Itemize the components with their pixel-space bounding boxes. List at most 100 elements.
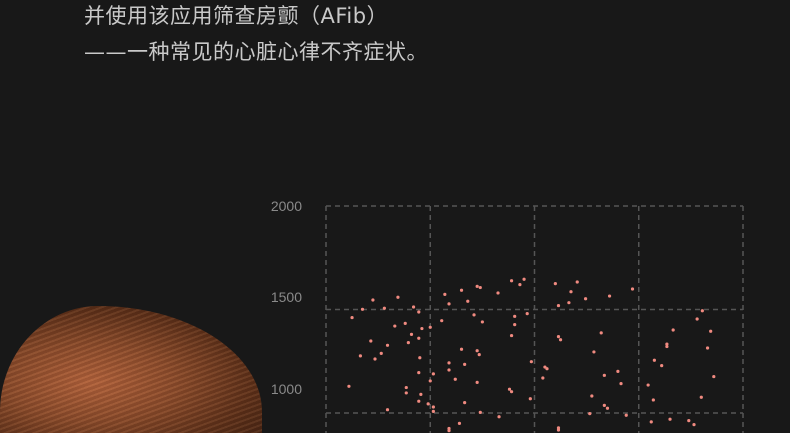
data-point [705, 346, 710, 350]
data-point [497, 415, 501, 419]
data-point [379, 351, 383, 355]
data-point [417, 336, 421, 340]
data-point [700, 309, 704, 313]
data-point [447, 428, 451, 433]
data-point [466, 299, 470, 303]
data-point [651, 398, 655, 402]
y-tick-label: 1000 [270, 381, 302, 397]
data-point [583, 297, 588, 301]
data-point [616, 369, 620, 373]
y-tick-label: 1500 [270, 289, 302, 305]
data-point [525, 312, 529, 316]
data-point [668, 417, 672, 421]
data-point [528, 397, 532, 401]
data-point [687, 419, 691, 423]
data-point [518, 283, 522, 287]
data-point [599, 331, 603, 335]
data-point [602, 403, 606, 407]
data-point [556, 428, 561, 432]
data-point [695, 317, 699, 321]
data-point [417, 399, 421, 403]
data-point [513, 323, 517, 327]
data-point [371, 298, 375, 302]
data-point [360, 307, 365, 311]
data-point [409, 332, 414, 336]
data-point [607, 294, 612, 298]
data-point [426, 402, 430, 406]
data-point [567, 301, 571, 305]
data-point [431, 405, 435, 409]
data-point [513, 314, 517, 318]
data-point [496, 291, 500, 295]
data-point [509, 333, 514, 338]
data-point [529, 360, 533, 364]
data-point [478, 285, 482, 290]
data-point [545, 367, 549, 371]
data-point [605, 406, 610, 410]
data-point [447, 368, 451, 372]
data-point [459, 288, 464, 292]
data-point [440, 319, 444, 323]
data-point [463, 362, 467, 366]
data-point [575, 280, 579, 284]
data-point [385, 343, 390, 347]
data-point [428, 325, 432, 329]
data-point [660, 363, 664, 368]
y-tick-label: 2000 [270, 198, 302, 214]
data-point [472, 313, 476, 317]
data-point [692, 422, 696, 427]
data-point [453, 377, 457, 381]
data-point [428, 379, 432, 383]
data-point [475, 349, 479, 353]
data-point [592, 350, 596, 354]
data-point [382, 306, 386, 310]
data-point [457, 421, 462, 425]
data-point [385, 408, 390, 412]
data-point [556, 335, 561, 339]
data-point [396, 295, 400, 299]
data-point [602, 373, 606, 377]
data-point [569, 290, 573, 294]
data-point [649, 420, 653, 424]
data-point [419, 392, 423, 396]
data-point [443, 292, 447, 296]
data-point [480, 320, 484, 324]
data-point [646, 383, 650, 387]
data-point [417, 310, 421, 314]
data-point [507, 387, 512, 391]
data-point [699, 395, 703, 399]
data-point [541, 376, 545, 380]
data-point [420, 326, 424, 331]
data-point [417, 371, 421, 375]
headline-line-1: 并使用该应用筛查房颤（AFib） [84, 4, 389, 28]
data-point [590, 394, 594, 398]
data-point [431, 409, 435, 413]
data-point [393, 324, 397, 328]
headline-line-2: ——一种常见的心脏心律不齐症状。 [84, 40, 428, 64]
data-point [588, 412, 592, 416]
data-point [369, 339, 373, 343]
data-point [447, 302, 451, 306]
data-point [475, 380, 479, 384]
data-point [463, 401, 467, 405]
data-point [350, 315, 354, 320]
data-point [373, 357, 377, 361]
data-point [619, 382, 623, 386]
data-point [665, 342, 669, 346]
data-point [665, 344, 669, 349]
data-point [358, 354, 363, 358]
data-point [411, 305, 416, 309]
data-point [403, 321, 407, 325]
data-point [558, 338, 563, 342]
data-point [556, 303, 561, 308]
data-point [459, 347, 464, 351]
data-point [671, 328, 675, 332]
data-point [553, 282, 557, 286]
data-point [477, 353, 481, 357]
data-point [418, 356, 422, 360]
data-point [406, 341, 410, 345]
data-point [709, 329, 713, 333]
data-point [509, 279, 514, 283]
data-point [509, 390, 514, 394]
